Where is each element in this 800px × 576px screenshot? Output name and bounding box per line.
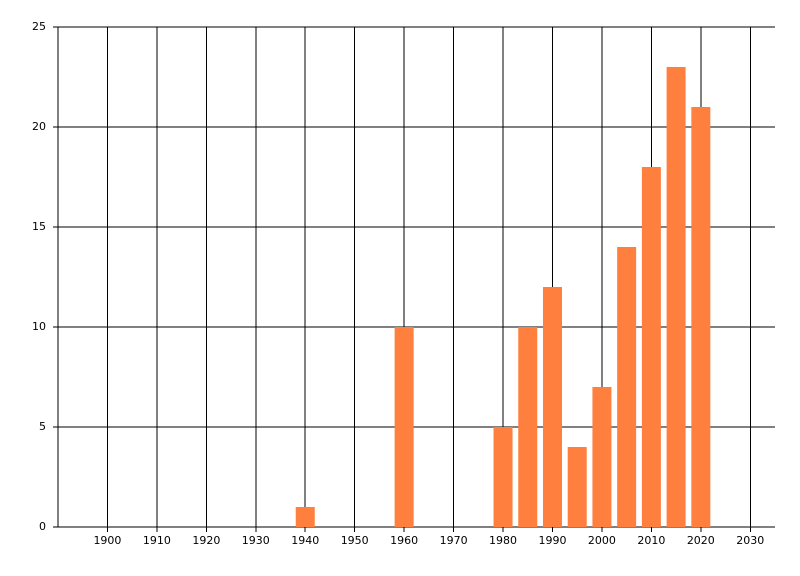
y-tick-label: 25: [32, 20, 46, 33]
bar: [641, 167, 661, 527]
x-tick-label: 1970: [440, 534, 468, 547]
bar: [617, 247, 637, 527]
x-tick-label: 1910: [143, 534, 171, 547]
bar: [518, 327, 538, 527]
x-tick-label: 2030: [736, 534, 764, 547]
bar: [295, 507, 315, 527]
y-tick-label: 20: [32, 120, 46, 133]
x-tick-label: 1940: [291, 534, 319, 547]
x-tick-label: 1920: [192, 534, 220, 547]
x-tick-label: 1930: [242, 534, 270, 547]
x-tick-label: 1950: [341, 534, 369, 547]
bar: [567, 447, 587, 527]
x-tick-label: 2000: [588, 534, 616, 547]
y-tick-label: 5: [39, 420, 46, 433]
bar: [666, 67, 686, 527]
x-tick-label: 2010: [637, 534, 665, 547]
bar: [542, 287, 562, 527]
bar: [691, 107, 711, 527]
x-tick-label: 1990: [538, 534, 566, 547]
y-tick-label: 10: [32, 320, 46, 333]
bar: [592, 387, 612, 527]
bar: [493, 427, 513, 527]
bar: [394, 327, 414, 527]
x-tick-label: 1900: [93, 534, 121, 547]
x-tick-label: 1980: [489, 534, 517, 547]
x-tick-label: 2020: [687, 534, 715, 547]
y-tick-label: 0: [39, 520, 46, 533]
y-tick-label: 15: [32, 220, 46, 233]
x-tick-label: 1960: [390, 534, 418, 547]
